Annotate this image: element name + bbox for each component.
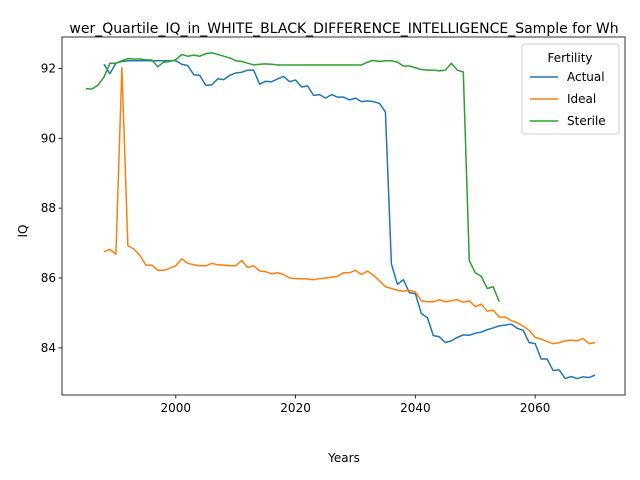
legend: Fertility Actual Ideal Sterile bbox=[521, 43, 620, 135]
series-line-sterile bbox=[85, 51, 500, 303]
y-tick-label: 86 bbox=[41, 271, 56, 285]
chart-title: wer_Quartile_IQ_in_WHITE_BLACK_DIFFERENC… bbox=[69, 21, 618, 37]
y-tick-label: 88 bbox=[41, 201, 56, 215]
axes-frame bbox=[61, 36, 626, 396]
x-tick-label: 2040 bbox=[400, 401, 431, 415]
x-axis-label: Years bbox=[327, 451, 360, 465]
x-tick-label: 2060 bbox=[520, 401, 551, 415]
series-line-ideal bbox=[103, 66, 596, 345]
y-tick-label: 84 bbox=[41, 341, 56, 355]
legend-box bbox=[521, 43, 620, 135]
y-tick-label: 90 bbox=[41, 131, 56, 145]
series-line-actual bbox=[103, 60, 596, 380]
y-tick-label: 92 bbox=[41, 61, 56, 75]
legend-label-ideal: Ideal bbox=[567, 92, 596, 106]
legend-label-actual: Actual bbox=[567, 70, 605, 84]
y-axis-label: IQ bbox=[16, 225, 30, 238]
legend-title: Fertility bbox=[547, 51, 592, 65]
x-tick-label: 2020 bbox=[280, 401, 311, 415]
x-tick-label: 2000 bbox=[161, 401, 192, 415]
legend-label-sterile: Sterile bbox=[567, 114, 606, 128]
plot-area: 2000 2020 2040 2060 84 86 88 90 92 bbox=[41, 36, 626, 415]
